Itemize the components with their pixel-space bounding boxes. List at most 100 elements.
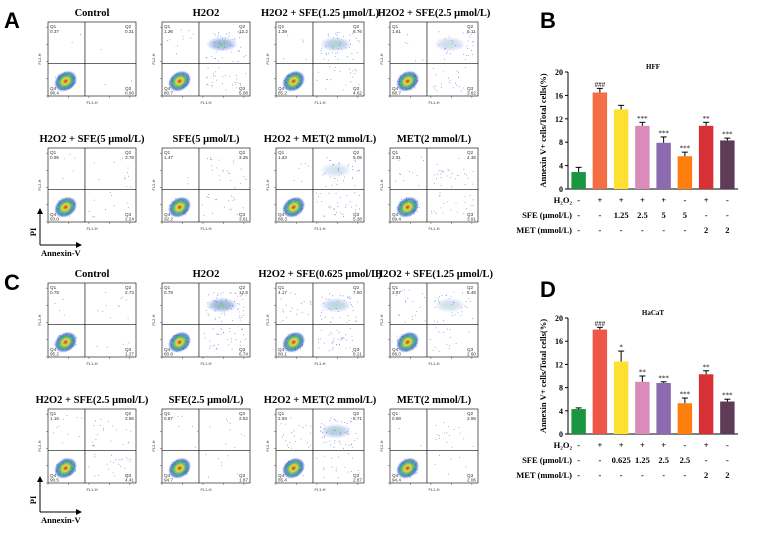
q2-label: Q2 bbox=[125, 150, 132, 155]
y-tick-label: 12 bbox=[555, 360, 563, 369]
flow-panel: H2O2 + SFE(2.5 μmol/L) FL2-H FL1-H Q11.61 Q2… bbox=[378, 8, 491, 105]
flow-panel: H2O2 + SFE(1.25 μmol/L) FL2-H FL1-H Q13.97 Q… bbox=[375, 269, 494, 366]
q2-value: 12.6 bbox=[239, 290, 248, 295]
y-tick-label: 20 bbox=[555, 68, 563, 77]
live-population bbox=[54, 196, 78, 218]
y-tick-label: 4 bbox=[559, 162, 563, 171]
live-population bbox=[282, 70, 306, 92]
q4-value: 93.0 bbox=[50, 217, 59, 222]
treatment-cell: + bbox=[597, 195, 602, 205]
flow-panel-title: H2O2 + MET(2 mmol/L) bbox=[264, 134, 377, 145]
flow-frame bbox=[161, 282, 251, 358]
q3-value: 2.06 bbox=[467, 478, 476, 483]
treatment-row-label: MET (mmol/L) bbox=[516, 470, 572, 480]
y-tick-label: 20 bbox=[555, 314, 563, 323]
bar bbox=[635, 125, 650, 189]
flow-frame bbox=[275, 408, 365, 484]
q4-value: 85.4 bbox=[278, 478, 287, 483]
treatment-cell: - bbox=[726, 210, 729, 220]
flow-frame bbox=[389, 282, 479, 358]
q4-label: Q4 bbox=[164, 212, 171, 217]
flow-frame bbox=[389, 21, 479, 97]
x-channel-label: FL1-H bbox=[428, 487, 439, 492]
flow-cytometry-grid-a: ControlFL2-HFL1-HQ10.37Q20.31Q498.4Q30.9… bbox=[37, 8, 491, 231]
treatment-cell: 2 bbox=[704, 225, 708, 235]
q1-value: 1.16 bbox=[50, 416, 59, 421]
pi-axis-label: PI bbox=[28, 495, 38, 504]
q4-label: Q4 bbox=[278, 473, 285, 478]
q3-value: 8.21 bbox=[353, 352, 362, 357]
q1-value: 1.47 bbox=[164, 155, 173, 160]
bar bbox=[592, 92, 608, 189]
flow-panel: H2O2 + SFE(0.625 μmol/L) FL2-H FL1-H Q14.17… bbox=[258, 269, 382, 366]
axis-indicator-c: PI Annexin-V bbox=[28, 476, 82, 525]
bar bbox=[698, 374, 714, 434]
q2-label: Q2 bbox=[125, 411, 132, 416]
q3-value: 3.62 bbox=[467, 91, 476, 96]
q3-value: 3.91 bbox=[467, 217, 476, 222]
bar bbox=[720, 140, 735, 189]
flow-panel-title: Control bbox=[75, 8, 110, 19]
q2-label: Q2 bbox=[353, 285, 360, 290]
q1-label: Q1 bbox=[50, 285, 57, 290]
flow-panel-title: H2O2 + SFE(0.625 μmol/L) bbox=[258, 269, 382, 280]
panel-label-d: D bbox=[540, 277, 556, 302]
chart-title: HaCaT bbox=[642, 309, 665, 317]
q2-label: Q2 bbox=[125, 285, 132, 290]
treatment-cell: - bbox=[726, 455, 729, 465]
q3-value: 4.62 bbox=[353, 91, 362, 96]
y-channel-label: FL2-H bbox=[151, 440, 156, 451]
q3-label: Q3 bbox=[467, 347, 474, 352]
apoptotic-cluster bbox=[320, 297, 352, 313]
y-channel-label: FL2-H bbox=[265, 440, 270, 451]
x-channel-label: FL1-H bbox=[314, 226, 325, 231]
y-tick-label: 0 bbox=[559, 430, 563, 439]
live-population bbox=[396, 331, 420, 353]
flow-panel-title: Control bbox=[75, 269, 110, 280]
bar bbox=[571, 409, 586, 434]
flow-panel: SFE(5 μmol/L) FL2-H FL1-H Q11.47 Q23.35 Q492.… bbox=[151, 134, 251, 231]
q4-label: Q4 bbox=[278, 212, 285, 217]
x-channel-label: FL1-H bbox=[314, 100, 325, 105]
y-axis-label: Annexin V+ cells/Total cells(%) bbox=[538, 73, 548, 187]
live-population bbox=[168, 196, 192, 218]
treatment-row-label: SFE (μmol/L) bbox=[522, 210, 572, 220]
q3-label: Q3 bbox=[125, 473, 132, 478]
treatment-cell: - bbox=[726, 195, 729, 205]
y-channel-label: FL2-H bbox=[151, 179, 156, 190]
q3-value: 2.87 bbox=[353, 478, 362, 483]
apoptotic-cluster bbox=[434, 36, 466, 52]
q3-label: Q3 bbox=[125, 86, 132, 91]
q1-label: Q1 bbox=[164, 285, 171, 290]
q3-value: 0.96 bbox=[125, 91, 134, 96]
significance-mark: ### bbox=[595, 320, 606, 328]
q1-value: 2.31 bbox=[392, 155, 401, 160]
q2-value: 4.36 bbox=[467, 155, 476, 160]
q3-label: Q3 bbox=[467, 473, 474, 478]
y-channel-label: FL2-H bbox=[379, 314, 384, 325]
treatment-row-label: H₂O₂ bbox=[554, 440, 573, 450]
q2-label: Q2 bbox=[467, 150, 474, 155]
treatment-cell: - bbox=[726, 440, 729, 450]
flow-frame bbox=[389, 408, 479, 484]
significance-mark: *** bbox=[658, 374, 669, 382]
live-population bbox=[282, 457, 306, 479]
y-channel-label: FL2-H bbox=[265, 314, 270, 325]
q1-value: 0.95 bbox=[50, 155, 59, 160]
treatment-cell: 0.625 bbox=[612, 455, 631, 465]
flow-frame bbox=[47, 147, 137, 223]
treatment-cell: - bbox=[577, 455, 580, 465]
q3-value: 2.60 bbox=[467, 352, 476, 357]
q1-value: 0.37 bbox=[50, 29, 59, 34]
chart-title: HFF bbox=[646, 63, 660, 71]
q3-value: 2.24 bbox=[125, 217, 134, 222]
bar bbox=[656, 142, 671, 189]
flow-panel-title: H2O2 + MET(2 mmol/L) bbox=[264, 395, 377, 406]
x-channel-label: FL1-H bbox=[86, 361, 97, 366]
treatment-cell: 1.25 bbox=[614, 210, 629, 220]
significance-mark: *** bbox=[680, 391, 691, 399]
q4-label: Q4 bbox=[278, 86, 285, 91]
apoptotic-cluster bbox=[320, 36, 352, 52]
q4-value: 85.2 bbox=[278, 91, 287, 96]
